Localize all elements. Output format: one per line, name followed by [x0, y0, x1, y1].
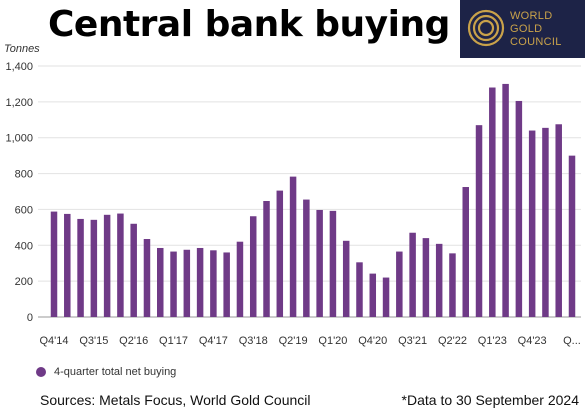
bar — [475, 125, 483, 318]
data-date-note: *Data to 30 September 2024 — [401, 392, 579, 408]
x-tick-label: Q1'23 — [478, 335, 507, 347]
x-tick-label: Q... — [563, 335, 581, 347]
logo-line: COUNCIL — [510, 36, 562, 48]
bar — [303, 199, 310, 317]
legend-label: 4-quarter total net buying — [54, 366, 177, 378]
bar — [449, 253, 456, 317]
bar — [236, 241, 244, 317]
bar — [435, 243, 443, 317]
logo-wordmark: WORLD GOLD COUNCIL — [510, 10, 582, 49]
y-tick-label: 800 — [15, 169, 33, 181]
bar — [103, 214, 111, 317]
y-tick-label: 200 — [15, 276, 33, 288]
logo-line: GOLD — [510, 23, 543, 35]
bar — [316, 209, 323, 317]
world-gold-council-logo: WORLD GOLD COUNCIL — [460, 0, 585, 58]
x-tick-label: Q2'16 — [119, 335, 148, 347]
bar — [369, 273, 377, 317]
bar — [342, 240, 350, 317]
bar — [117, 213, 124, 317]
bar — [64, 213, 71, 317]
x-tick-label: Q4'23 — [518, 335, 547, 347]
bar — [157, 247, 164, 317]
bar — [143, 239, 151, 317]
bar — [263, 201, 270, 317]
sources-text: Sources: Metals Focus, World Gold Counci… — [40, 392, 311, 408]
logo-line: WORLD — [510, 10, 553, 22]
bar — [489, 87, 496, 317]
y-axis-label: Tonnes — [4, 43, 40, 55]
y-tick-label: 1,200 — [5, 97, 33, 109]
bar — [555, 124, 562, 318]
y-tick-label: 600 — [15, 204, 33, 216]
bar — [210, 250, 217, 317]
legend-marker — [36, 367, 46, 377]
bar — [90, 219, 98, 317]
bar — [462, 187, 469, 317]
bar — [77, 218, 84, 317]
x-tick-label: Q4'17 — [199, 335, 228, 347]
bar — [528, 130, 536, 317]
bar — [289, 176, 297, 317]
x-tick-label: Q2'19 — [279, 335, 308, 347]
bar — [223, 252, 230, 317]
bar — [502, 83, 509, 317]
gold-ring-icon — [467, 9, 505, 47]
bar — [196, 247, 204, 317]
bar — [356, 262, 363, 317]
y-tick-label: 0 — [27, 312, 33, 324]
bar — [542, 127, 549, 317]
bar-chart: Tonnes 0 200 400 600 800 1,000 1,200 1,400 Q4'14 Q… — [4, 43, 581, 347]
y-tick-label: 1,400 — [5, 61, 33, 73]
bar — [409, 232, 416, 317]
x-tick-label: Q3'15 — [79, 335, 108, 347]
bar — [568, 155, 576, 317]
bar — [396, 251, 403, 317]
x-tick-label: Q3'21 — [398, 335, 427, 347]
bar — [183, 249, 191, 317]
bar — [249, 216, 257, 317]
legend: 4-quarter total net buying — [36, 366, 176, 378]
bar — [422, 238, 430, 317]
bar — [515, 100, 523, 317]
x-tick-label: Q1'20 — [318, 335, 347, 347]
x-tick-label: Q4'20 — [358, 335, 387, 347]
bar — [382, 277, 390, 317]
x-tick-label: Q4'14 — [39, 335, 68, 347]
bar — [276, 190, 284, 317]
x-tick-label: Q1'17 — [159, 335, 188, 347]
bar — [130, 223, 137, 317]
x-tick-label: Q3'18 — [239, 335, 268, 347]
bar — [50, 211, 58, 317]
bar — [329, 210, 337, 317]
x-tick-label: Q2'22 — [438, 335, 467, 347]
chart-title: Central bank buying — [48, 4, 450, 45]
bar — [170, 251, 177, 317]
y-tick-label: 1,000 — [5, 133, 33, 145]
y-tick-label: 400 — [15, 240, 33, 252]
